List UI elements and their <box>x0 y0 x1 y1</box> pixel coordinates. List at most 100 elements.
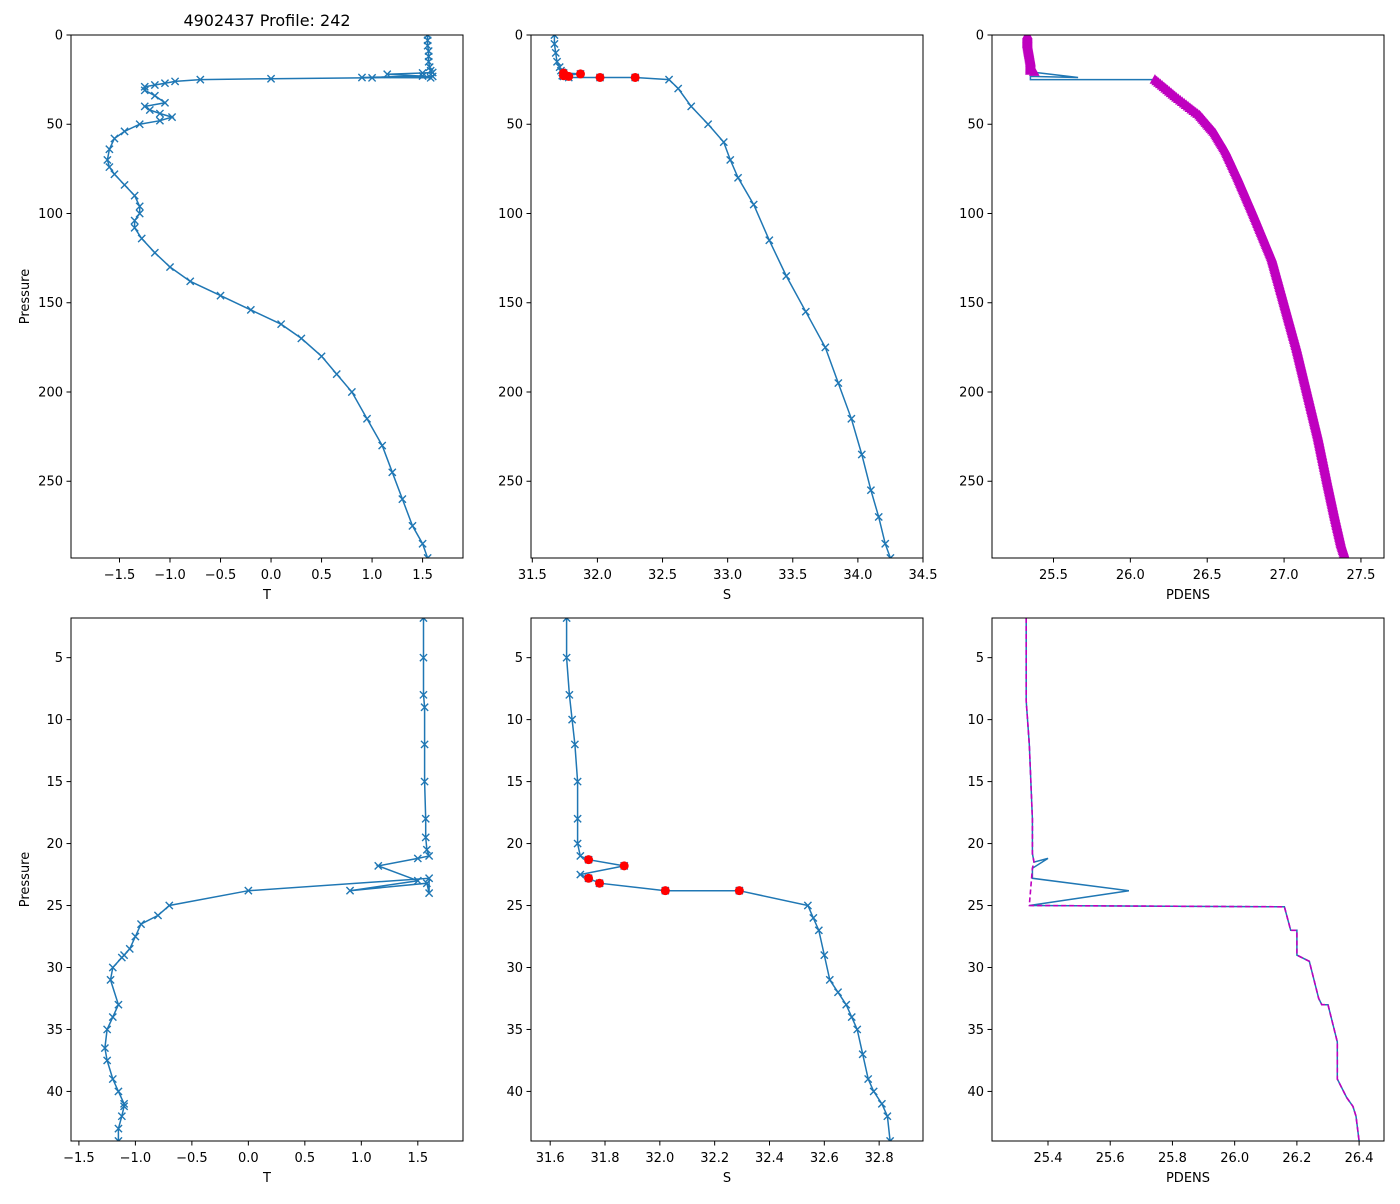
zoom-temperature-data-point <box>422 879 431 888</box>
full-temperature-data-point <box>367 73 377 82</box>
zoom-density-y-tick-label: 25 <box>967 899 984 914</box>
zoom-temperature-data-point <box>114 1087 123 1096</box>
zoom-salinity-data-point <box>562 618 571 623</box>
zoom-density-x-tick-label: 26.0 <box>1220 1151 1249 1166</box>
full-salinity-data-point <box>552 57 562 66</box>
full-salinity-x-tick-label: 33.5 <box>778 568 807 583</box>
zoom-salinity-data-point <box>573 777 582 786</box>
full-temperature-data-point <box>266 74 276 83</box>
zoom-salinity-x-tick-label: 31.8 <box>591 1151 620 1166</box>
zoom-temperature-data-point <box>106 975 115 984</box>
full-salinity-data-point <box>674 84 683 93</box>
full-salinity-data-point <box>733 173 743 182</box>
full-temperature-data-point <box>297 334 306 343</box>
full-density-x-tick-label: 27.0 <box>1270 568 1299 583</box>
zoom-temperature-data-point <box>117 953 126 962</box>
zoom-salinity-flagged-point <box>595 878 605 888</box>
full-salinity-data-point <box>765 236 774 245</box>
full-salinity-y-tick-label: 100 <box>498 207 523 222</box>
full-salinity-flagged-point <box>564 71 574 81</box>
zoom-salinity-axes: 31.6 31.8 32.0 32.2 32.4 32.6 32.8 5 10 15 20 25 30 3… <box>506 617 924 1186</box>
full-temperature-data-point <box>246 305 255 314</box>
zoom-salinity-data-point <box>576 851 585 861</box>
zoom-temperature-data-point <box>103 1025 112 1034</box>
zoom-temperature-x-tick-label: 0.0 <box>238 1151 259 1166</box>
full-density-y-tick-label: 250 <box>959 475 984 490</box>
zoom-temperature-frame <box>70 617 464 1142</box>
zoom-salinity-data-point <box>858 1050 867 1059</box>
full-temperature-y-tick-label: 50 <box>46 118 63 133</box>
zoom-salinity-data-point <box>886 1136 895 1141</box>
full-temperature-data-point <box>140 82 149 91</box>
full-salinity-data-point <box>749 200 758 209</box>
zoom-salinity-flagged-point <box>619 861 629 871</box>
zoom-salinity-x-tick-label: 32.4 <box>755 1151 784 1166</box>
full-density-series-line-0 <box>1026 35 1347 558</box>
full-temperature-data-point <box>150 91 159 100</box>
full-temperature-plot-area <box>103 35 437 558</box>
zoom-temperature-data-point <box>420 703 429 712</box>
full-temperature-data-point <box>137 234 146 243</box>
zoom-salinity-data-point <box>562 653 571 662</box>
zoom-density-plot-area <box>1025 618 1360 1141</box>
full-temperature-data-point <box>140 102 149 111</box>
full-density-data-point <box>1341 551 1349 558</box>
zoom-temperature-data-point <box>374 861 383 870</box>
full-salinity-data-point <box>719 138 728 147</box>
zoom-salinity-y-tick-label: 30 <box>506 961 523 976</box>
full-temperature-x-tick-label: 1.0 <box>362 568 383 583</box>
full-temperature-data-point <box>332 370 341 379</box>
full-temperature-data-point <box>357 73 367 82</box>
zoom-salinity-flagged-point <box>584 873 594 883</box>
full-temperature-data-point <box>408 521 417 530</box>
zoom-density-y-tick-label: 5 <box>976 651 984 666</box>
zoom-salinity-series-line-0 <box>565 618 891 1141</box>
full-temperature-data-point <box>378 441 387 450</box>
zoom-temperature-series-line-0 <box>104 618 431 1141</box>
zoom-temperature-axes: −1.5 −1.0 −0.5 0.0 0.5 1.0 1.5 5 10 15 20 25 30 35 40 T… <box>18 617 464 1186</box>
full-salinity-x-axis-label: S <box>723 588 731 603</box>
zoom-salinity-data-point <box>573 814 582 823</box>
zoom-salinity-data-point <box>803 901 812 910</box>
full-salinity-flagged-point <box>630 72 640 82</box>
zoom-salinity-data-point <box>853 1025 862 1034</box>
full-salinity-data-point <box>550 35 559 40</box>
full-salinity-data-point <box>874 512 883 522</box>
full-salinity-series-line-0 <box>553 35 892 558</box>
zoom-temperature-plot-area <box>100 618 434 1141</box>
full-temperature-data-point <box>155 109 165 118</box>
full-temperature-axes: −1.5 −1.0 −0.5 0.0 0.5 1.0 1.5 0 50 100 150 200 250 T… <box>18 29 464 603</box>
zoom-temperature-data-point <box>413 854 422 863</box>
full-density-y-tick-label: 150 <box>959 296 984 311</box>
full-density-y-tick-label: 100 <box>959 207 984 222</box>
zoom-salinity-flagged-point <box>734 886 744 896</box>
full-temperature-data-point <box>110 134 119 143</box>
zoom-temperature-data-point <box>131 932 140 941</box>
zoom-density-y-tick-label: 15 <box>967 775 984 790</box>
full-salinity-y-tick-label: 0 <box>515 29 523 44</box>
full-temperature-data-point <box>130 191 139 200</box>
zoom-salinity-data-point <box>565 690 574 699</box>
full-temperature-series-line-0 <box>106 35 436 558</box>
zoom-salinity-x-tick-label: 32.0 <box>645 1151 674 1166</box>
full-salinity-data-point <box>834 378 843 388</box>
full-temperature-data-point <box>418 71 427 81</box>
full-temperature-data-point <box>105 145 114 154</box>
full-salinity-data-point <box>704 120 713 129</box>
full-density-x-axis-label: PDENS <box>1166 588 1210 603</box>
zoom-salinity-data-point <box>568 715 577 724</box>
zoom-temperature-data-point <box>419 690 428 699</box>
full-salinity-y-tick-label: 250 <box>498 475 523 490</box>
full-temperature-data-point <box>216 291 225 300</box>
zoom-temperature-data-point <box>425 851 434 861</box>
full-temperature-y-tick-label: 100 <box>38 207 63 222</box>
full-salinity-data-point <box>881 539 890 548</box>
zoom-temperature-data-point <box>103 1056 112 1065</box>
full-temperature-data-point <box>418 68 427 78</box>
zoom-salinity-y-tick-label: 35 <box>506 1023 523 1038</box>
zoom-temperature-data-point <box>419 653 428 662</box>
zoom-density-y-tick-label: 40 <box>967 1085 984 1100</box>
full-density-x-tick-label: 27.5 <box>1346 568 1375 583</box>
